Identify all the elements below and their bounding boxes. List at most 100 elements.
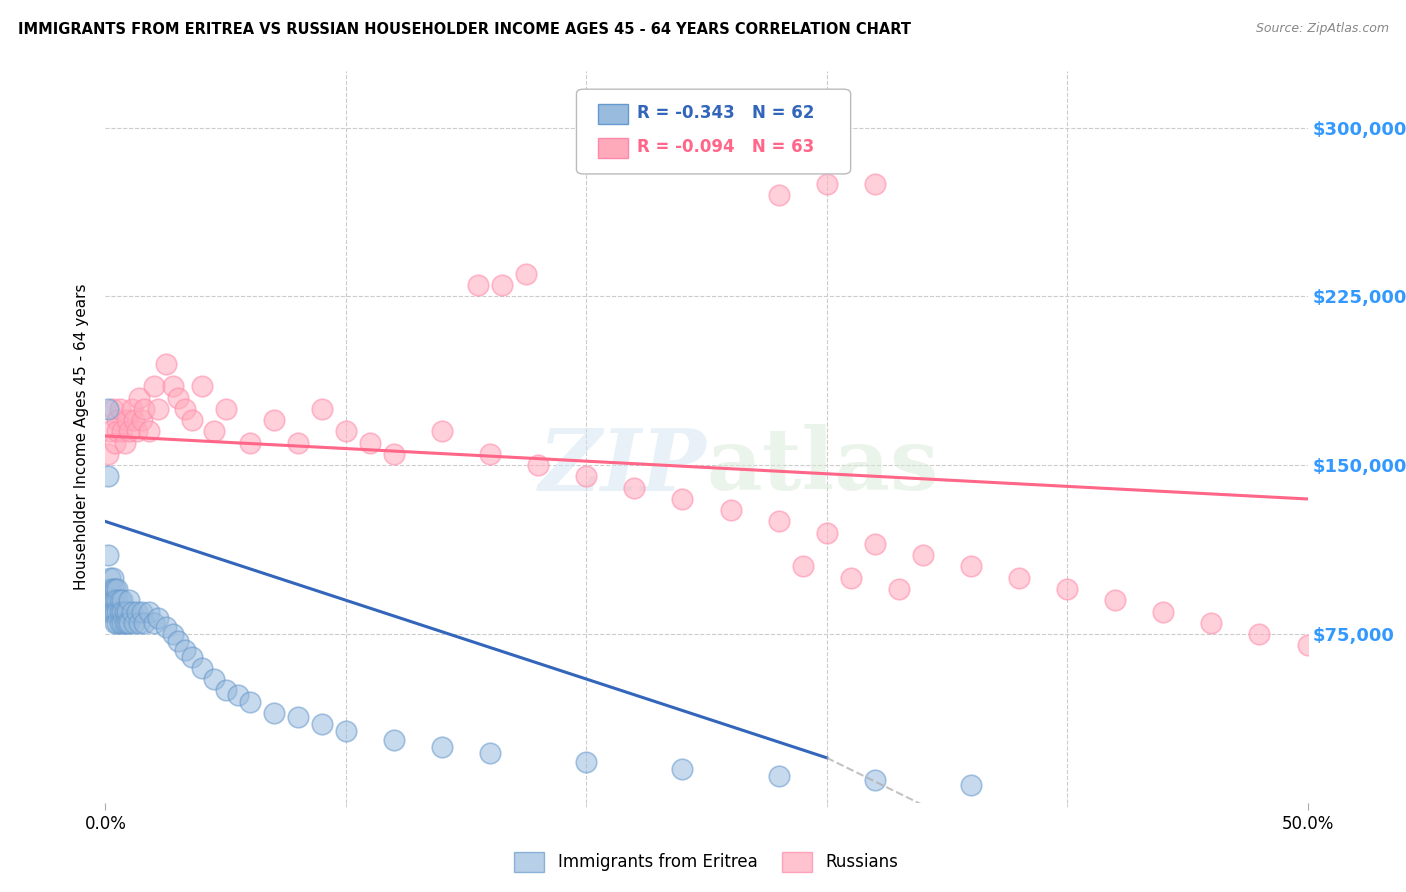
Point [104, 605, 127, 619]
Point [202, 672, 225, 686]
Point [101, 571, 124, 585]
Point [114, 615, 136, 630]
Point [98, 593, 121, 607]
Point [863, 537, 886, 551]
Point [815, 525, 838, 540]
Point [125, 425, 148, 439]
Point [287, 710, 309, 724]
Point [131, 413, 153, 427]
Point [132, 401, 155, 416]
Point [467, 278, 489, 293]
Point [111, 593, 134, 607]
Point [263, 706, 285, 720]
Point [226, 688, 249, 702]
Point [101, 593, 124, 607]
Point [104, 593, 127, 607]
Point [115, 605, 138, 619]
Point [863, 773, 886, 788]
Point [515, 267, 537, 281]
Text: R = -0.094   N = 63: R = -0.094 N = 63 [637, 138, 814, 156]
Point [138, 425, 160, 439]
Point [287, 435, 309, 450]
Point [960, 778, 983, 792]
Point [108, 615, 131, 630]
Legend: Immigrants from Eritrea, Russians: Immigrants from Eritrea, Russians [508, 845, 905, 879]
Point [1008, 571, 1031, 585]
Point [382, 732, 405, 747]
Point [214, 683, 236, 698]
Point [128, 615, 150, 630]
Point [623, 481, 645, 495]
Text: Source: ZipAtlas.com: Source: ZipAtlas.com [1256, 22, 1389, 36]
Point [166, 633, 188, 648]
Point [142, 379, 165, 393]
Point [181, 649, 204, 664]
Point [768, 188, 790, 202]
Point [671, 491, 693, 506]
Point [162, 379, 184, 393]
Point [98, 582, 121, 596]
Point [671, 762, 693, 776]
Point [118, 593, 141, 607]
Point [101, 582, 124, 596]
Point [107, 605, 129, 619]
Point [107, 425, 129, 439]
Point [863, 177, 886, 191]
Point [768, 515, 790, 529]
Point [118, 615, 141, 630]
Point [839, 571, 862, 585]
Point [148, 611, 170, 625]
Point [1056, 582, 1078, 596]
Point [131, 605, 153, 619]
Point [114, 605, 136, 619]
Point [575, 469, 598, 483]
Point [575, 756, 598, 770]
Point [115, 413, 138, 427]
Point [1201, 615, 1223, 630]
Point [124, 413, 146, 427]
Point [111, 605, 134, 619]
Point [1104, 593, 1126, 607]
Point [214, 401, 236, 416]
Point [114, 435, 136, 450]
Point [911, 548, 934, 562]
Text: atlas: atlas [707, 425, 939, 508]
Point [104, 582, 127, 596]
Point [359, 435, 381, 450]
Point [98, 425, 121, 439]
Point [132, 615, 155, 630]
Point [181, 413, 204, 427]
Point [491, 278, 513, 293]
Point [124, 615, 146, 630]
Point [1152, 605, 1174, 619]
Point [311, 717, 333, 731]
Point [190, 379, 212, 393]
Point [108, 401, 131, 416]
Point [104, 435, 127, 450]
Point [111, 425, 134, 439]
Point [1296, 638, 1319, 652]
Point [887, 582, 910, 596]
Point [115, 615, 138, 630]
Point [111, 615, 134, 630]
Point [107, 413, 129, 427]
Point [148, 401, 170, 416]
Point [128, 391, 150, 405]
Point [430, 739, 453, 754]
Point [239, 435, 262, 450]
Point [107, 593, 129, 607]
Point [104, 615, 127, 630]
Point [107, 582, 129, 596]
Point [97, 447, 120, 461]
Point [768, 769, 790, 783]
Point [311, 401, 333, 416]
Text: IMMIGRANTS FROM ERITREA VS RUSSIAN HOUSEHOLDER INCOME AGES 45 - 64 YEARS CORRELA: IMMIGRANTS FROM ERITREA VS RUSSIAN HOUSE… [18, 22, 911, 37]
Point [166, 391, 188, 405]
Point [155, 357, 177, 371]
Text: R = -0.343   N = 62: R = -0.343 N = 62 [637, 104, 814, 122]
Point [162, 627, 184, 641]
Point [118, 425, 141, 439]
Point [190, 661, 212, 675]
Point [138, 605, 160, 619]
Point [108, 593, 131, 607]
